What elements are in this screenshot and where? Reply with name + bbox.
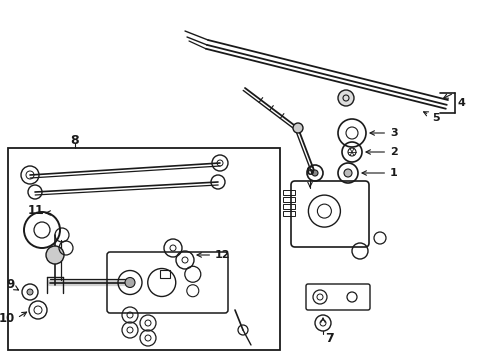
Circle shape (125, 278, 135, 288)
Bar (283, 190, 294, 195)
Circle shape (27, 289, 33, 295)
Bar (8, 148, 280, 350)
Bar (283, 197, 294, 202)
Circle shape (337, 90, 353, 106)
Text: 1: 1 (361, 168, 397, 178)
Text: 12: 12 (197, 250, 230, 260)
Circle shape (343, 169, 351, 177)
Text: 10: 10 (0, 311, 15, 324)
Circle shape (46, 246, 64, 264)
Bar (283, 211, 294, 216)
Text: 5: 5 (423, 112, 439, 123)
Text: 4: 4 (457, 98, 465, 108)
Text: 6: 6 (305, 165, 314, 178)
Text: 9: 9 (7, 279, 15, 292)
Bar (160, 270, 170, 278)
Circle shape (311, 170, 317, 176)
Circle shape (292, 123, 303, 133)
Text: 7: 7 (325, 332, 334, 345)
Bar (283, 204, 294, 209)
Text: 3: 3 (369, 128, 397, 138)
Text: 11: 11 (28, 203, 44, 216)
Text: 8: 8 (71, 134, 79, 147)
Text: 2: 2 (366, 147, 397, 157)
